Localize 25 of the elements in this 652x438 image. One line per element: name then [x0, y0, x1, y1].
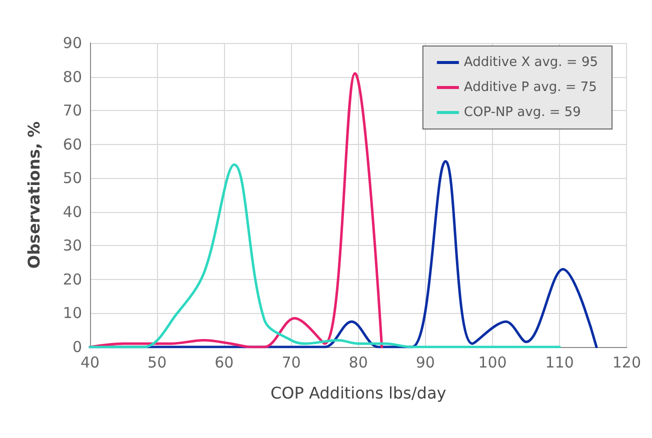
line-series	[88, 72, 384, 348]
legend-label: Additive X avg. = 95	[464, 55, 598, 70]
x-tick-label: 120	[612, 354, 642, 372]
x-tick-label: 80	[348, 354, 368, 372]
y-tick-label: 50	[62, 169, 82, 188]
y-tick-label: 60	[62, 135, 82, 154]
y-tick-label: 90	[62, 34, 82, 52]
y-tick-label: 40	[62, 202, 82, 221]
y-tick-label: 10	[62, 304, 82, 322]
y-tick-label: 0	[72, 338, 82, 356]
legend-label: Additive P avg. = 75	[464, 80, 597, 95]
y-tick-label: 70	[62, 102, 82, 120]
x-axis-title: COP Additions lbs/day	[270, 384, 446, 402]
x-tick-label: 100	[478, 354, 507, 372]
legend-label: COP-NP avg. = 59	[464, 105, 581, 120]
x-tick-label: 90	[416, 354, 435, 372]
x-tick-label: 70	[282, 354, 301, 372]
y-axis-title: Observations, %	[24, 121, 44, 269]
x-tick-label: 110	[545, 354, 574, 372]
x-tick-label: 60	[214, 354, 234, 372]
y-tick-label: 30	[62, 236, 82, 255]
x-tick-label: 40	[80, 354, 100, 372]
y-tick-label: 20	[62, 270, 82, 288]
x-tick-label: 50	[148, 354, 167, 372]
y-tick-label: 80	[62, 68, 82, 86]
